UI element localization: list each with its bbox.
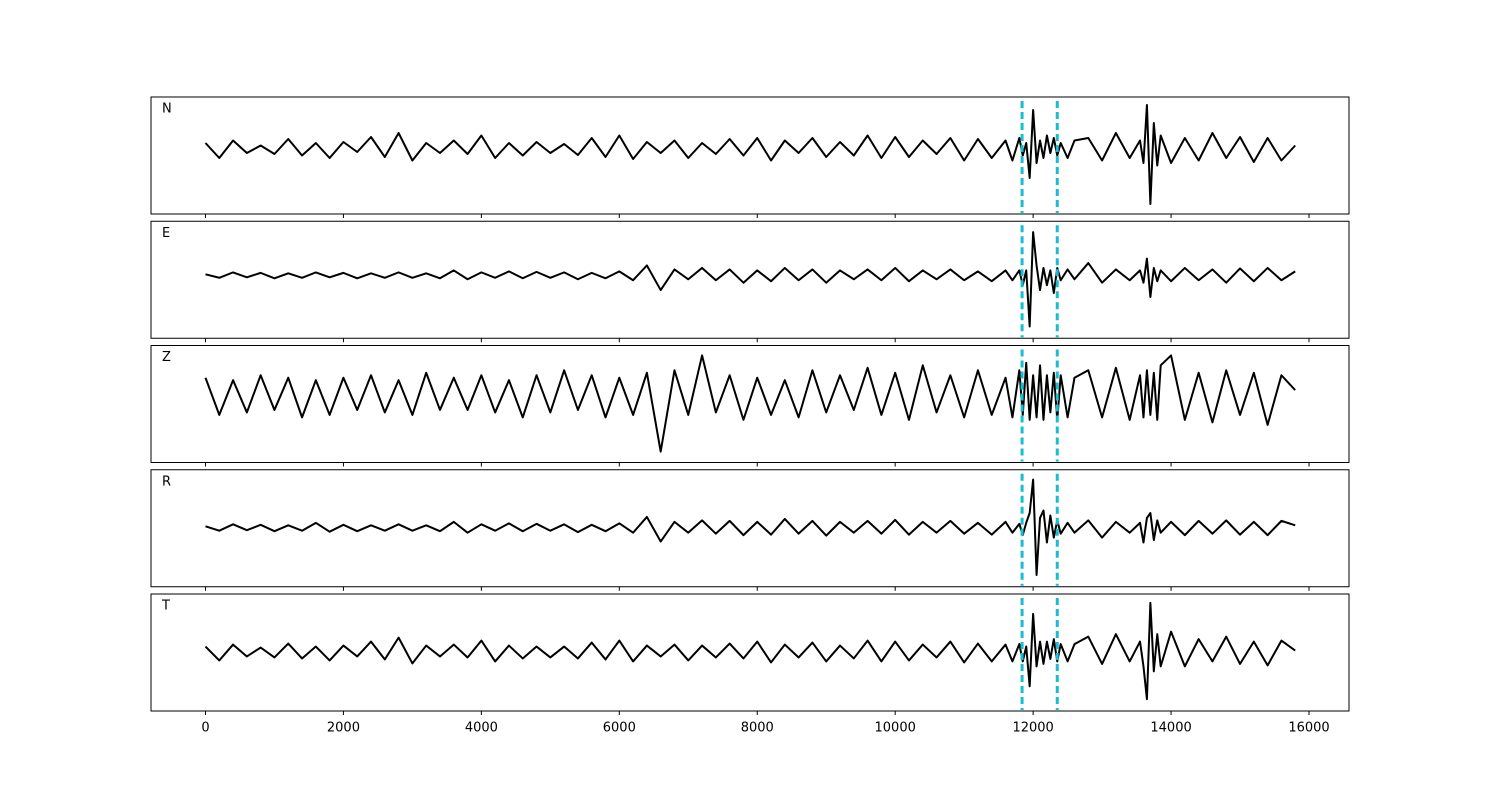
panel-label: T: [161, 599, 170, 614]
x-tick-label: 10000: [875, 721, 916, 736]
x-tick-label: 14000: [1150, 721, 1191, 736]
x-tick-label: 6000: [603, 721, 636, 736]
panel-label: R: [162, 474, 171, 489]
panel-label: N: [162, 102, 172, 117]
trace: [204, 601, 1296, 701]
x-tick-label: 8000: [741, 721, 774, 736]
x-tick-label: 4000: [465, 721, 498, 736]
x-tick-label: 2000: [327, 721, 360, 736]
trace: [205, 231, 1296, 328]
panel-label: E: [162, 226, 170, 241]
x-tick-label: 0: [201, 721, 209, 736]
trace: [204, 354, 1296, 453]
trace: [204, 104, 1296, 205]
panel-frame: [150, 593, 1350, 712]
panel-label: Z: [162, 350, 171, 365]
x-tick-label: 16000: [1288, 721, 1329, 736]
panel-frame: [150, 345, 1350, 463]
x-tick-label: 12000: [1012, 721, 1053, 736]
trace: [205, 478, 1296, 576]
